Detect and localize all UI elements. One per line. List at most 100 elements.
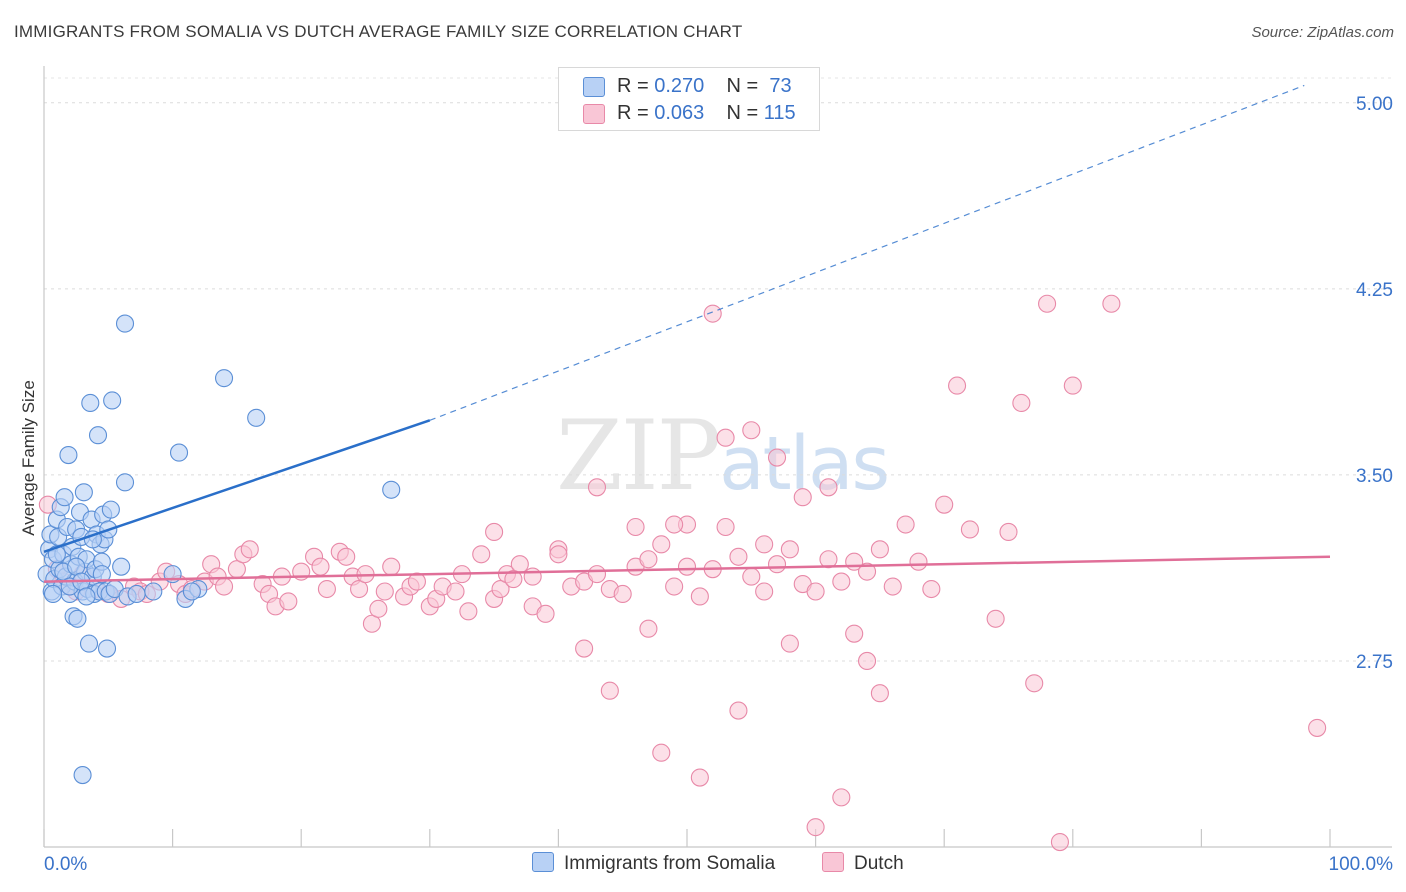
dutch-point — [1102, 294, 1121, 313]
legend-r-value-somalia: 0.270 — [654, 75, 705, 97]
dutch-point — [729, 547, 748, 566]
dutch-point — [832, 572, 851, 591]
dutch-point — [742, 567, 761, 586]
dutch-point — [375, 582, 394, 601]
somalia-trend-line — [43, 419, 431, 553]
dutch-point — [819, 550, 838, 569]
dutch-point — [626, 517, 645, 537]
legend-n-label: N = — [726, 75, 764, 97]
dutch-point — [767, 448, 787, 467]
legend-r-value-dutch: 0.063 — [654, 102, 705, 124]
dutch-point — [350, 579, 369, 599]
dutch-point — [1308, 718, 1327, 737]
dutch-point — [716, 428, 735, 447]
dutch-point — [587, 478, 607, 497]
dutch-point — [639, 619, 658, 638]
dutch-point — [369, 599, 388, 618]
somalia-point — [59, 446, 78, 465]
dutch-point — [459, 602, 478, 621]
dutch-point — [819, 478, 838, 497]
legend-r-label: R = — [617, 102, 655, 124]
dutch-point — [1063, 376, 1082, 395]
dutch-point — [896, 515, 915, 534]
somalia-point — [81, 393, 100, 413]
bottom-legend-swatch-dutch — [822, 852, 844, 872]
chart-source: Source: ZipAtlas.com — [1251, 24, 1394, 41]
dutch-point — [690, 768, 709, 787]
dutch-point — [716, 517, 735, 537]
somalia-point — [182, 582, 201, 601]
axes — [43, 66, 1392, 848]
x-tick-label-max: 100.0% — [1329, 854, 1394, 875]
dutch-point — [362, 614, 381, 633]
dutch-point — [742, 421, 761, 440]
dutch-point — [755, 582, 774, 601]
bottom-legend-swatch-somalia — [532, 852, 554, 872]
y-tick-label: 4.25 — [1356, 280, 1393, 301]
somalia-point — [83, 530, 102, 549]
bottom-legend-label-somalia: Immigrants from Somalia — [564, 853, 776, 874]
dutch-point — [870, 684, 889, 703]
bottom-legend-somalia: Immigrants from Somalia — [532, 852, 775, 875]
dutch-point — [986, 609, 1005, 628]
dutch-point — [935, 495, 954, 514]
somalia-trend-extension — [429, 84, 1305, 421]
y-tick-label: 5.00 — [1356, 94, 1393, 115]
dutch-point — [1012, 393, 1031, 413]
dutch-point — [600, 681, 619, 700]
y-axis-title: Average Family Size — [19, 380, 38, 536]
dutch-point — [311, 557, 330, 576]
somalia-point — [101, 500, 120, 519]
dutch-point — [639, 550, 658, 569]
dutch-point — [703, 304, 722, 323]
dutch-point — [690, 587, 709, 606]
dutch-point — [857, 651, 877, 671]
dutch-point — [793, 488, 812, 507]
dutch-point — [999, 522, 1018, 542]
dutch-point — [472, 545, 491, 564]
dutch-point — [382, 557, 401, 576]
dutch-point — [536, 604, 555, 623]
somalia-point — [112, 557, 131, 576]
somalia-point — [214, 369, 234, 388]
dutch-point — [832, 788, 851, 807]
correlation-legend: R = 0.270 N = 73 R = 0.063 N = 115 — [558, 67, 820, 131]
dutch-point — [780, 634, 799, 653]
dutch-point — [575, 639, 594, 658]
dutch-point — [613, 584, 632, 604]
dutch-point — [279, 592, 298, 611]
somalia-point — [55, 488, 74, 507]
dutch-point — [337, 547, 356, 566]
dutch-point — [549, 545, 568, 564]
dutch-point — [523, 567, 542, 586]
x-tick-label-min: 0.0% — [44, 854, 87, 875]
legend-n-value-somalia: 73 — [769, 75, 792, 97]
dutch-point — [806, 582, 825, 601]
dutch-point — [1050, 832, 1069, 852]
somalia-point — [127, 584, 146, 604]
dutch-point — [665, 577, 684, 596]
dutch-point — [587, 565, 607, 584]
somalia-point — [382, 480, 401, 499]
dutch-point — [652, 535, 671, 554]
somalia-point — [74, 483, 93, 502]
dutch-point — [317, 579, 336, 599]
somalia-point — [88, 426, 108, 445]
dutch-point — [755, 535, 774, 554]
somalia-point — [92, 565, 111, 584]
somalia-point — [103, 391, 122, 410]
somalia-point — [43, 584, 63, 604]
y-tick-label: 2.75 — [1356, 652, 1393, 673]
dutch-point — [909, 552, 928, 571]
bottom-legend-dutch: Dutch — [822, 852, 904, 875]
somalia-point — [73, 766, 92, 785]
watermark-zip: ZIP — [556, 400, 721, 512]
dutch-point — [1038, 294, 1057, 313]
dutch-point — [806, 818, 825, 837]
dutch-point — [407, 572, 426, 591]
dutch-point — [504, 570, 523, 589]
y-tick-label: 3.50 — [1356, 466, 1393, 487]
dutch-point — [491, 579, 510, 599]
legend-swatch-somalia — [583, 77, 605, 97]
